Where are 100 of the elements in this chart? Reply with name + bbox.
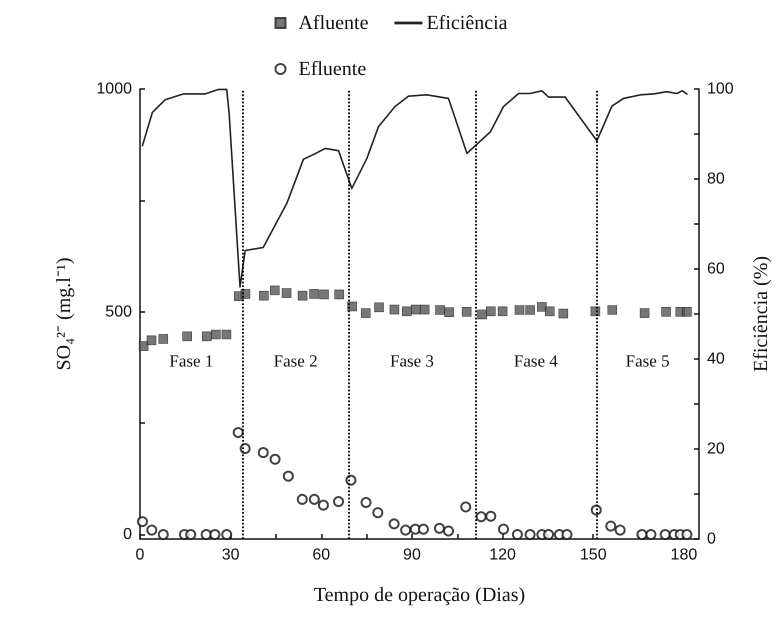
annotation: Fase 1 (169, 352, 214, 370)
point (390, 304, 400, 314)
y2-tick-label: 40 (707, 350, 725, 368)
point (374, 302, 384, 312)
point (136, 516, 148, 528)
point (418, 524, 429, 535)
point (319, 290, 329, 300)
point (544, 306, 555, 316)
point (402, 306, 412, 316)
x-tick-label: 0 (136, 546, 145, 564)
y2-tick-label: 0 (707, 530, 716, 548)
point (222, 330, 232, 340)
y2-tick-label: 100 (707, 80, 734, 98)
point (270, 286, 280, 296)
point (558, 308, 568, 318)
point (232, 427, 244, 438)
point (498, 306, 508, 316)
point (660, 529, 671, 540)
point (524, 529, 536, 540)
point (185, 529, 196, 540)
point (444, 307, 454, 318)
point (486, 306, 496, 316)
point (158, 334, 168, 344)
point (614, 524, 626, 536)
point (158, 529, 169, 540)
point (200, 529, 212, 540)
point (636, 529, 648, 540)
y-tick-label: 0 (123, 526, 132, 544)
y2-tick-label: 60 (707, 260, 725, 278)
legend-label: Efluente (298, 58, 366, 80)
point (360, 308, 371, 318)
point (443, 525, 454, 536)
x-tick-label: 120 (489, 546, 516, 564)
point (282, 288, 292, 298)
point (202, 331, 212, 342)
point (259, 290, 269, 301)
point (537, 302, 547, 312)
x-axis-title: Tempo de operação (Dias) (314, 584, 526, 606)
point (681, 529, 692, 540)
point (605, 520, 616, 532)
point (221, 529, 232, 540)
point (607, 305, 618, 315)
point (209, 529, 220, 540)
x-tick-label: 150 (580, 546, 607, 564)
y-axis-title: SO₄²⁻ (mg.l⁻¹) (53, 258, 75, 370)
point (460, 501, 472, 512)
point (309, 289, 319, 299)
point (146, 524, 158, 536)
y2-tick-label: 80 (707, 170, 725, 188)
y-tick-label: 500 (105, 303, 132, 320)
legend-label: Eficiência (426, 12, 508, 34)
annotation: Fase 3 (390, 352, 434, 370)
annotation: Fase 4 (514, 352, 558, 370)
point (372, 507, 384, 518)
point (462, 306, 472, 317)
y2-axis-title: Eficiência (%) (750, 256, 772, 372)
point (420, 304, 430, 314)
point (661, 306, 671, 317)
point (561, 529, 572, 540)
point (435, 305, 445, 315)
point (182, 331, 192, 342)
point (270, 454, 281, 465)
legend-label: Afluente (298, 12, 369, 34)
point (347, 302, 357, 312)
point (308, 494, 320, 505)
point (525, 305, 535, 315)
point (298, 290, 308, 301)
y-tick-label: 1000 (96, 80, 132, 98)
point (485, 510, 496, 522)
point (645, 529, 656, 540)
point (334, 290, 344, 300)
annotation: Fase 2 (274, 352, 318, 370)
point (360, 496, 372, 508)
point (318, 500, 329, 511)
point (543, 529, 554, 540)
point (296, 494, 308, 505)
point (682, 306, 692, 317)
point (138, 341, 148, 351)
point (388, 518, 400, 530)
point (282, 470, 294, 482)
point (333, 496, 344, 508)
point (477, 310, 487, 320)
x-tick-label: 30 (222, 546, 240, 564)
point (514, 305, 524, 315)
x-tick-label: 90 (403, 546, 421, 564)
point (411, 304, 421, 314)
x-tick-label: 60 (312, 546, 330, 564)
point (512, 529, 523, 540)
point (498, 524, 509, 535)
x-tick-label: 180 (670, 546, 698, 564)
point (434, 522, 445, 534)
point (476, 511, 487, 522)
annotation: Fase 5 (626, 352, 670, 370)
point (400, 524, 412, 536)
point (640, 308, 650, 318)
y2-tick-label: 20 (707, 440, 725, 458)
line-series (142, 88, 688, 288)
point (258, 447, 269, 458)
point (146, 335, 156, 346)
point (211, 330, 221, 340)
